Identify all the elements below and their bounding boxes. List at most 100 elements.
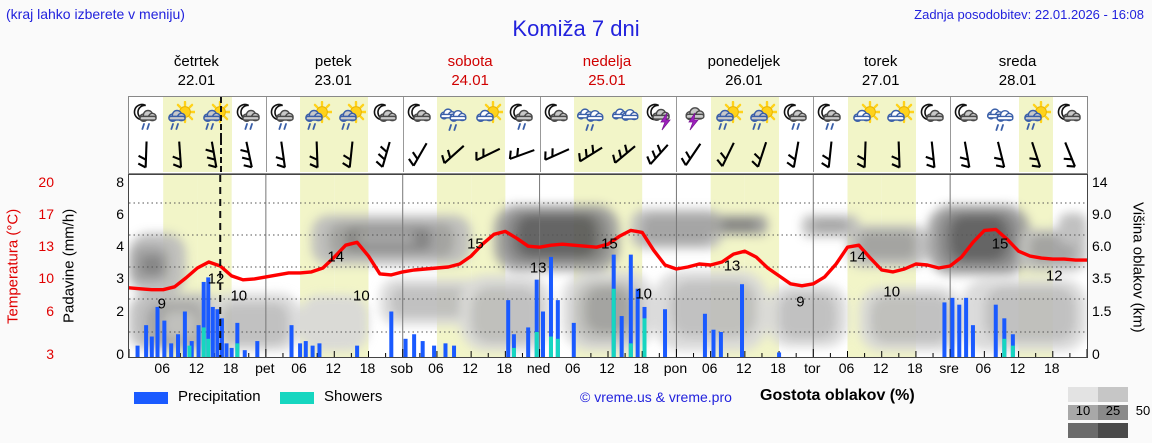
day-separator — [265, 139, 267, 172]
weather-sun-cloud-rain-icon — [300, 97, 335, 139]
wind-barb — [710, 139, 745, 172]
weather-sun-cloud-rain-icon — [1018, 97, 1053, 139]
x-axis-ticks: 06 12 18 pet 06 12 18 sob 06 12 18 ned 06 12 18 pon 06 12… — [128, 360, 1088, 380]
precipitation-bar — [135, 345, 140, 357]
cloud-density-ticks: 1025507590100 — [1068, 403, 1152, 419]
weather-night-rain-icon — [813, 97, 847, 139]
precipitation-bar — [201, 281, 206, 357]
density-swatch-50 — [1068, 405, 1098, 420]
showers-bar — [235, 343, 240, 357]
density-swatch-25 — [1098, 387, 1128, 402]
temperature-value-label: 13 — [529, 259, 547, 277]
temperature-tick: 3 — [46, 346, 54, 362]
wind-barb — [129, 139, 163, 172]
temperature-value-label: 12 — [207, 270, 225, 288]
weather-night-cloud-icon — [403, 97, 437, 139]
wind-barb — [232, 139, 266, 172]
temperature-value-label: 10 — [230, 287, 248, 305]
weather-cloud-rain-icon — [573, 97, 608, 139]
density-tick: 25 — [1105, 403, 1121, 418]
precipitation-tick: 0 — [116, 346, 124, 362]
precipitation-bar — [526, 327, 531, 357]
x-tick-label: 12 — [736, 360, 752, 376]
temperature-tick: 10 — [38, 270, 54, 286]
weather-sun-cloud-icon — [881, 97, 916, 139]
precipitation-bar — [176, 334, 181, 357]
weather-sun-cloud-icon — [471, 97, 506, 139]
weather-night-rain-icon — [505, 97, 539, 139]
showers-bar — [555, 338, 560, 357]
weather-night-rain-icon — [266, 97, 300, 139]
wind-barb — [1018, 139, 1053, 172]
wind-barb — [369, 139, 403, 172]
wind-barb — [403, 139, 437, 172]
density-swatch-100 — [1098, 423, 1128, 438]
precipitation-bar — [196, 325, 201, 357]
x-tick-label: 18 — [907, 360, 923, 376]
current-time-marker — [220, 139, 223, 172]
x-tick-label: ned — [526, 360, 551, 376]
precipitation-bar — [162, 320, 167, 357]
precipitation-bar — [219, 318, 224, 357]
cloud-height-axis-title: Višina oblakov (km) — [1129, 201, 1147, 333]
cloud-height-tick: 9.0 — [1092, 206, 1112, 222]
precipitation-bar — [255, 341, 260, 357]
precipitation-axis-title: Padavine (mm/h) — [60, 208, 78, 324]
day-name: sreda — [998, 53, 1037, 70]
precipitation-bar — [355, 345, 360, 357]
weather-sun-cloud-rain-icon — [710, 97, 745, 139]
precipitation-bar — [229, 347, 234, 357]
day-name: petek — [314, 53, 352, 70]
density-tick: 10 — [1075, 403, 1091, 418]
precipitation-bar — [303, 341, 308, 357]
precipitation-bar — [711, 329, 716, 357]
cloud-density-title: Gostota oblakov (%) — [760, 387, 915, 404]
temperature-axis-ticks: 20 17 13 10 6 3 — [26, 160, 54, 370]
day-name: četrtek — [173, 53, 219, 70]
copyright-link[interactable]: © vreme.us & vreme.pro — [580, 389, 732, 405]
precipitation-bar — [169, 343, 174, 357]
x-tick-label: 12 — [599, 360, 615, 376]
temperature-value-label: 14 — [849, 248, 866, 266]
temperature-line — [129, 227, 1087, 292]
day-name: ponedeljek — [707, 53, 781, 70]
wind-barb — [334, 139, 369, 172]
wind-barb — [300, 139, 335, 172]
wind-barb — [881, 139, 916, 172]
precipitation-bar — [210, 306, 215, 357]
weather-cloud-rain-icon — [984, 97, 1018, 139]
precipitation-bar — [298, 343, 303, 357]
temperature-tick: 6 — [46, 303, 54, 319]
day-header-5: ponedeljek 26.01 — [675, 52, 812, 92]
precipitation-bar — [718, 331, 723, 357]
meteogram-plot: 9 12 10 14 10 15 13 15 10 13 9 14 10 15 12 — [128, 174, 1088, 358]
day-header-1: četrtek 22.01 — [128, 52, 265, 92]
day-date: 28.01 — [998, 72, 1037, 89]
cloud-height-tick: 0 — [1092, 346, 1100, 362]
precipitation-bar — [412, 334, 417, 357]
weather-sun-cloud-rain-icon — [744, 97, 780, 139]
x-tick-label: 06 — [701, 360, 718, 376]
x-tick-label: 12 — [325, 360, 342, 376]
showers-bar — [611, 288, 616, 357]
x-tick-label: sre — [939, 360, 959, 376]
precipitation-bar — [548, 256, 553, 357]
day-name: torek — [864, 53, 898, 70]
precipitation-bar — [310, 345, 315, 357]
density-tick: 50 — [1135, 403, 1151, 418]
wind-barb — [950, 139, 984, 172]
day-header-3: sobota 24.01 — [402, 52, 539, 92]
showers-bar — [548, 336, 553, 357]
showers-legend-label: Showers — [324, 388, 383, 405]
day-header-6: torek 27.01 — [812, 52, 949, 92]
temperature-value-label: 10 — [353, 287, 370, 305]
cloud-height-tick: 14 — [1092, 174, 1108, 190]
weather-night-cloud-icon — [540, 97, 574, 139]
wind-barb — [676, 139, 710, 172]
precipitation-legend-label: Precipitation — [178, 388, 261, 405]
x-tick-label: 06 — [154, 360, 170, 376]
wind-barb — [540, 139, 574, 172]
wind-barb — [163, 139, 198, 172]
temperature-value-label: 10 — [635, 285, 652, 303]
precipitation-axis-ticks: 8 6 4 3 2 0 — [84, 160, 124, 370]
